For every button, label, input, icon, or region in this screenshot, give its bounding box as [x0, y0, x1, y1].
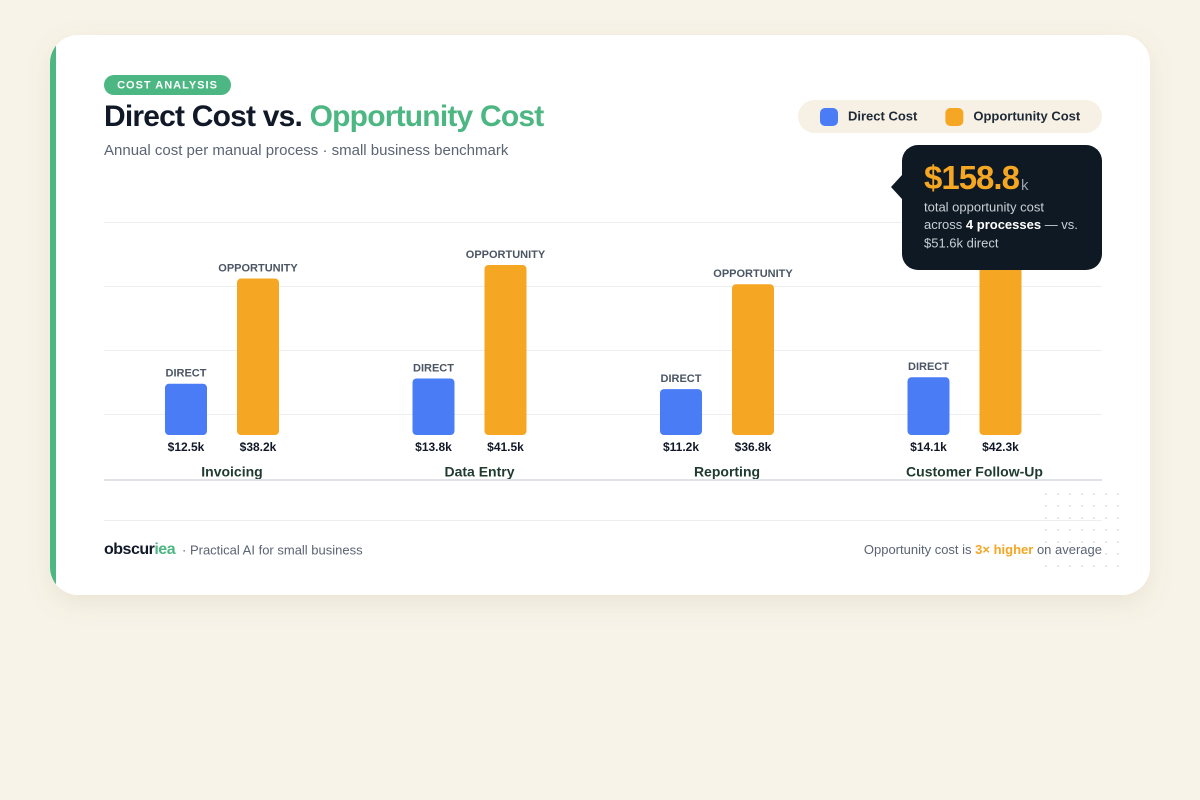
card [50, 35, 1150, 595]
bar-tag: OPPORTUNITY [218, 262, 298, 274]
legend-swatch [820, 108, 838, 126]
tooltip-box [902, 145, 1102, 270]
bars: Invoicing DIRECT $12.5k OPPORTUNITY $38.2k Da… [165, 246, 1043, 480]
brand: obscuriea [104, 541, 176, 558]
legend-swatch [945, 108, 964, 126]
brand-part: obscur [104, 541, 155, 558]
legend-label: Opportunity Cost [973, 108, 1081, 123]
bar [237, 278, 279, 435]
note-part: on average [1033, 542, 1102, 557]
bar-tag: DIRECT [661, 373, 702, 385]
bar [660, 389, 702, 435]
tooltip-total: $158.8 k [924, 159, 1029, 196]
badge-text: COST ANALYSIS [117, 79, 218, 91]
bar [165, 383, 207, 435]
bar [484, 265, 527, 435]
bar-tag: DIRECT [908, 361, 949, 373]
bar [412, 378, 455, 435]
bar-tag: DIRECT [166, 368, 207, 380]
bar [907, 377, 950, 435]
badge [104, 75, 231, 95]
x-tick-label: Customer Follow-Up [906, 464, 1043, 480]
bar-tag: OPPORTUNITY [713, 268, 793, 280]
tooltip-pointer [891, 175, 902, 199]
x-tick-label: Reporting [694, 464, 760, 480]
tagline: · Practical AI for small business [182, 542, 363, 557]
tooltip-bold: 4 processes [966, 217, 1041, 232]
footer-note: Opportunity cost is 3× higher on average [864, 542, 1102, 557]
x-tick-label: Data Entry [444, 464, 514, 480]
tooltip-unit: k [1021, 177, 1029, 194]
tooltip-line: across 4 processes — vs. [924, 217, 1078, 232]
dot-pattern [1043, 488, 1123, 568]
value-label: $12.5k [168, 440, 205, 454]
value-label: $42.3k [982, 440, 1019, 454]
note-part: Opportunity cost is [864, 542, 975, 557]
x-tick-label: Invoicing [201, 464, 262, 480]
value-label: $11.2k [663, 440, 699, 454]
chart-title: Direct Cost vs. Opportunity Cost [104, 100, 544, 133]
tooltip-line: $51.6k direct [924, 235, 999, 250]
bar-tag: DIRECT [413, 362, 454, 374]
value-label: $41.5k [487, 440, 524, 454]
value-label: $14.1k [910, 440, 947, 454]
tooltip-value: $158.8 [924, 159, 1020, 196]
value-label: $13.8k [415, 440, 452, 454]
bar [732, 284, 774, 435]
bar-tag: OPPORTUNITY [466, 249, 546, 261]
bar [979, 261, 1022, 435]
value-label: $36.8k [735, 440, 772, 454]
tooltip-line: total opportunity cost [924, 199, 1044, 214]
subtitle: Annual cost per manual process · small b… [104, 142, 509, 159]
legend-label: Direct Cost [848, 108, 918, 123]
card-accent [50, 35, 56, 595]
title-part: Direct Cost vs. [104, 100, 310, 133]
tooltip-text: across [924, 217, 966, 232]
note-highlight: 3× higher [975, 542, 1033, 557]
title-highlight: Opportunity Cost [310, 100, 545, 133]
tooltip-text: — vs. [1041, 217, 1078, 232]
brand-accent: iea [154, 541, 175, 558]
tooltip: $158.8 k total opportunity cost across 4 … [891, 145, 1102, 270]
value-label: $38.2k [240, 440, 277, 454]
